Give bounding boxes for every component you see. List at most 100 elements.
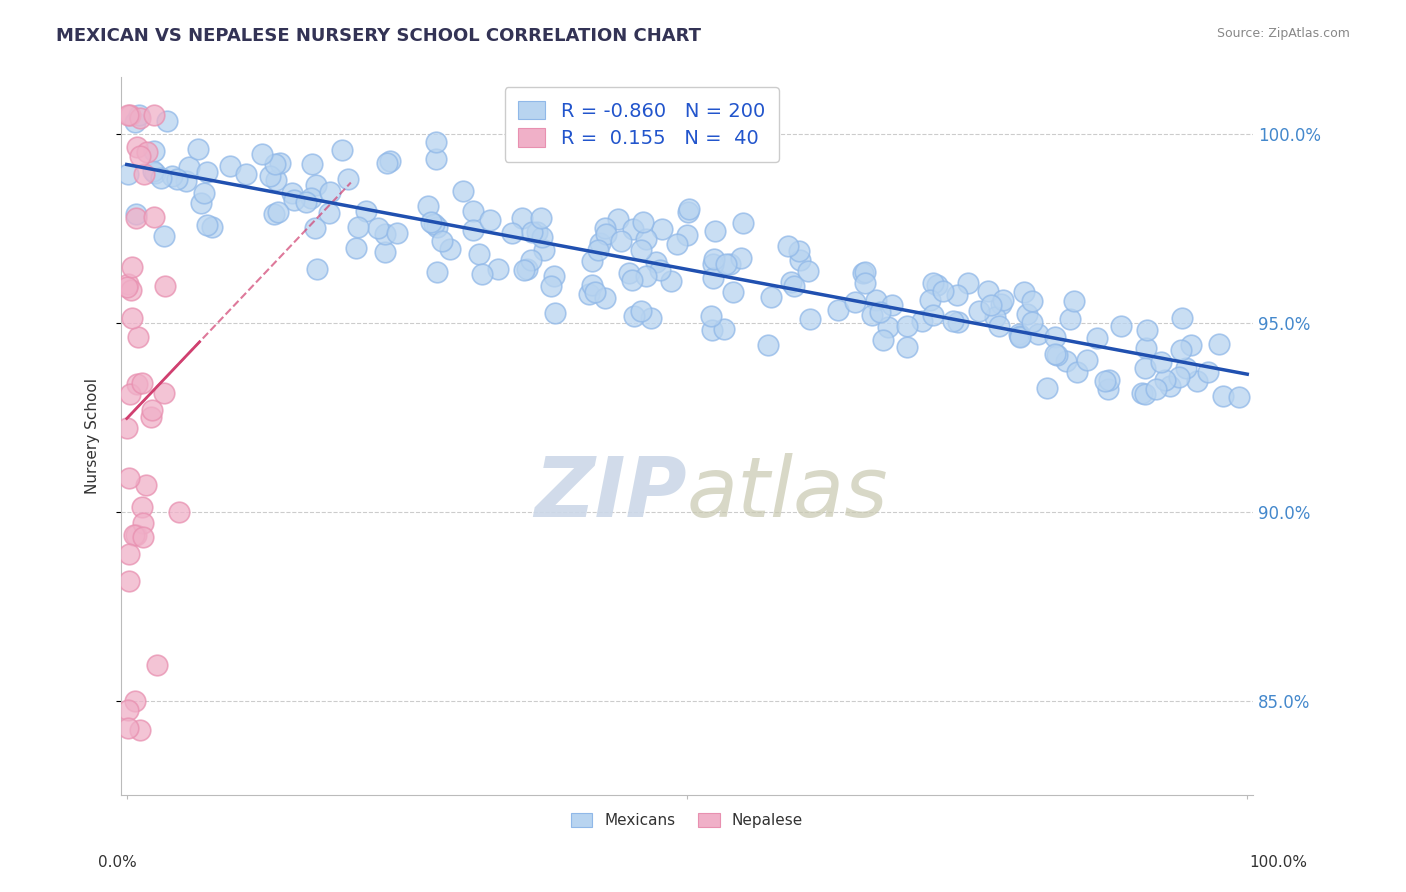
Point [177, 160, 200, 174]
Point [416, 199, 439, 213]
Point [155, 278, 177, 293]
Point [853, 276, 876, 290]
Point [295, 194, 318, 209]
Point [648, 263, 671, 277]
Point [132, 168, 155, 182]
Point [127, 376, 149, 391]
Point [1043, 330, 1066, 344]
Point [235, 167, 257, 181]
Point [453, 185, 475, 199]
Point [630, 244, 652, 258]
Point [142, 210, 165, 224]
Point [700, 323, 723, 337]
Point [676, 227, 699, 242]
Point [439, 242, 461, 256]
Point [461, 203, 484, 218]
Point [131, 516, 153, 530]
Point [921, 308, 943, 322]
Point [1170, 343, 1192, 358]
Point [1149, 355, 1171, 369]
Point [967, 304, 990, 318]
Point [621, 222, 644, 236]
Point [783, 279, 806, 293]
Point [1017, 307, 1039, 321]
Point [143, 166, 166, 180]
Point [201, 220, 224, 235]
Point [980, 298, 1002, 312]
Point [115, 420, 138, 434]
Point [1098, 373, 1121, 387]
Point [520, 253, 543, 268]
Point [197, 218, 219, 232]
Point [193, 186, 215, 200]
Point [115, 280, 138, 294]
Point [1043, 347, 1066, 361]
Point [853, 265, 876, 279]
Point [876, 319, 898, 334]
Point [155, 114, 177, 128]
Point [713, 321, 735, 335]
Point [1046, 348, 1069, 362]
Point [896, 319, 918, 334]
Point [621, 273, 644, 287]
Point [153, 228, 176, 243]
Point [1180, 338, 1202, 352]
Point [516, 261, 538, 276]
Point [526, 225, 548, 239]
Point [593, 292, 616, 306]
Point [921, 276, 943, 290]
Point [129, 112, 152, 126]
Point [250, 147, 273, 161]
Point [640, 310, 662, 325]
Point [617, 266, 640, 280]
Point [124, 527, 146, 541]
Point [122, 528, 145, 542]
Point [162, 169, 184, 183]
Point [264, 156, 287, 170]
Point [1227, 390, 1250, 404]
Point [581, 277, 603, 292]
Point [1059, 311, 1081, 326]
Point [779, 275, 801, 289]
Point [135, 477, 157, 491]
Point [117, 722, 139, 736]
Point [149, 171, 172, 186]
Point [1085, 331, 1108, 345]
Point [634, 269, 657, 284]
Point [467, 247, 489, 261]
Point [1094, 374, 1116, 388]
Point [125, 211, 148, 226]
Point [190, 195, 212, 210]
Point [354, 204, 377, 219]
Point [946, 287, 969, 301]
Point [984, 310, 1007, 324]
Point [787, 244, 810, 259]
Point [1109, 319, 1132, 334]
Point [142, 164, 165, 178]
Point [1187, 374, 1209, 388]
Point [425, 153, 447, 167]
Point [426, 219, 449, 234]
Point [678, 205, 700, 219]
Point [659, 274, 682, 288]
Point [132, 530, 155, 544]
Point [131, 500, 153, 515]
Point [432, 234, 454, 248]
Point [1144, 382, 1167, 396]
Point [195, 165, 218, 179]
Point [993, 293, 1015, 307]
Point [731, 216, 754, 230]
Point [910, 314, 932, 328]
Point [578, 286, 600, 301]
Point [1026, 326, 1049, 341]
Point [120, 283, 142, 297]
Point [931, 284, 953, 298]
Point [946, 315, 969, 329]
Point [269, 156, 291, 170]
Point [174, 174, 197, 188]
Point [723, 285, 745, 299]
Point [1008, 328, 1031, 343]
Point [129, 723, 152, 737]
Point [1008, 329, 1031, 343]
Point [142, 145, 165, 159]
